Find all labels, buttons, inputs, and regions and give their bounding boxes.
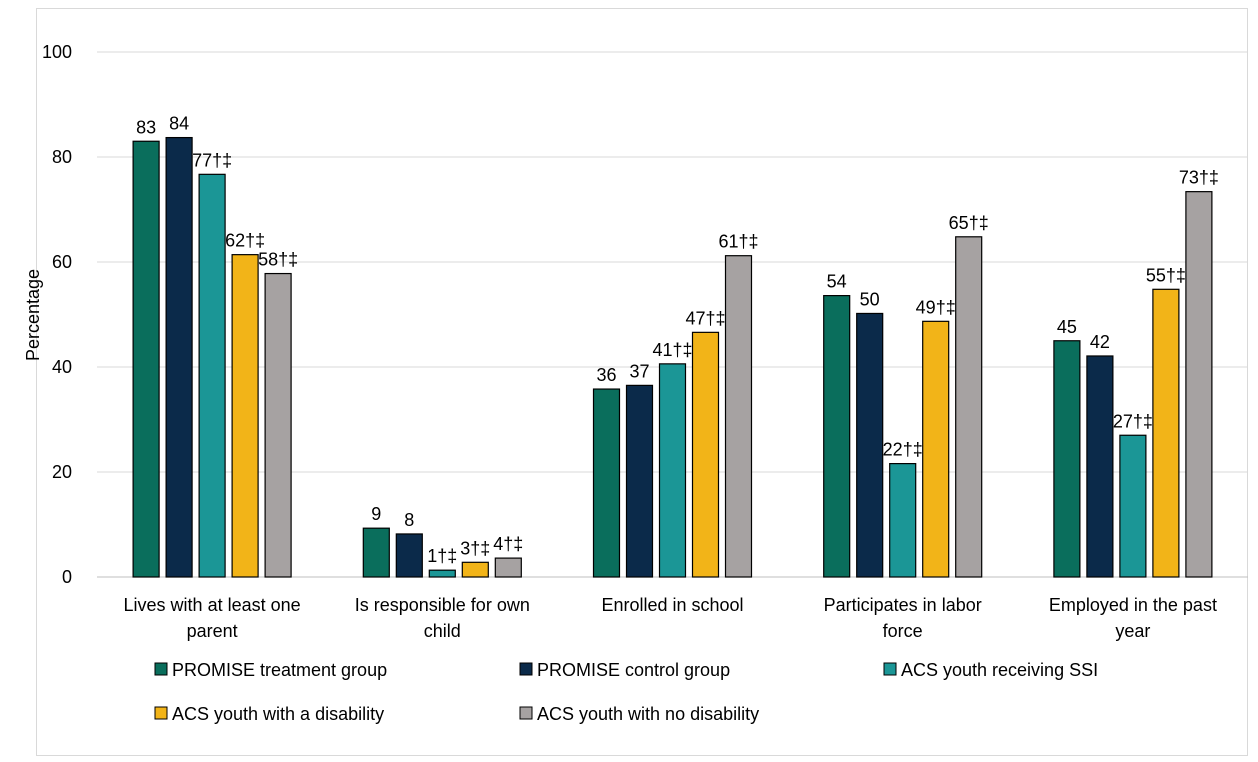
legend: PROMISE treatment group PROMISE control g… [154,660,1098,724]
data-label: 50 [860,289,880,309]
bar [1119,434,1147,578]
data-label: 36 [596,365,616,385]
bar [724,255,753,578]
data-label: 62†‡ [225,231,265,251]
legend-label: ACS youth receiving SSI [901,660,1098,680]
data-label: 83 [136,117,156,137]
data-label: 58†‡ [258,250,298,270]
category-label: Enrolled in school [601,595,743,615]
category-label: year [1115,621,1150,641]
bar [165,136,193,578]
data-label: 65†‡ [949,213,989,233]
y-tick-label: 20 [52,462,72,482]
y-tick-label: 80 [52,147,72,167]
data-label: 73†‡ [1179,168,1219,188]
data-label: 77†‡ [192,150,232,170]
bar [856,312,884,578]
data-label: 1†‡ [427,546,457,566]
data-label: 61†‡ [718,232,758,252]
category-label: force [883,621,923,641]
category-label: parent [187,621,238,641]
bars [132,136,1213,578]
bar [494,557,522,578]
bar [625,384,654,578]
data-label: 9 [371,504,381,524]
data-label: 22†‡ [883,440,923,460]
category-labels: Lives with at least one parent Is responsi… [124,595,1217,641]
y-axis-label: Percentage [23,269,43,361]
legend-item: PROMISE treatment group [154,660,387,680]
bar [1185,191,1213,578]
bar [198,173,226,578]
y-tick-label: 60 [52,252,72,272]
data-label: 47†‡ [685,308,725,328]
bar [132,140,160,578]
legend-swatch [519,706,533,720]
legend-item: ACS youth with no disability [519,704,759,724]
y-tick-label: 100 [42,42,72,62]
legend-label: ACS youth with no disability [537,704,759,724]
bar [922,320,950,578]
category-label: Employed in the past [1049,595,1217,615]
data-label: 4†‡ [493,534,523,554]
bar [264,272,292,578]
data-label: 42 [1090,332,1110,352]
bar [823,295,851,578]
data-label: 84 [169,114,189,134]
legend-swatch [154,662,168,676]
legend-item: PROMISE control group [519,660,730,680]
data-label: 55†‡ [1146,265,1186,285]
chart-frame [36,8,1248,756]
bar [955,236,983,578]
bar [395,533,423,578]
data-label: 49†‡ [916,297,956,317]
legend-swatch [154,706,168,720]
bar [362,527,390,578]
category-label: Participates in labor [824,595,982,615]
bar [1152,288,1180,578]
legend-label: PROMISE control group [537,660,730,680]
data-label: 41†‡ [652,340,692,360]
category-label: Is responsible for own [355,595,530,615]
bar [428,569,456,578]
bar [461,561,489,578]
bar [592,388,621,578]
category-label: Lives with at least one [124,595,301,615]
data-label: 37 [629,361,649,381]
legend-label: PROMISE treatment group [172,660,387,680]
y-tick-label: 40 [52,357,72,377]
legend-label: ACS youth with a disability [172,704,384,724]
data-label: 45 [1057,317,1077,337]
y-axis-ticks: 0 20 40 60 80 100 [42,42,72,587]
data-label: 54 [827,272,847,292]
legend-swatch [883,662,897,676]
legend-swatch [519,662,533,676]
bar [231,254,259,578]
bar [889,463,917,578]
category-label: child [424,621,461,641]
bar [691,331,720,578]
bar [1053,340,1081,578]
data-label: 8 [404,510,414,530]
data-label: 3†‡ [460,538,490,558]
data-label: 27†‡ [1113,411,1153,431]
legend-item: ACS youth with a disability [154,704,384,724]
legend-item: ACS youth receiving SSI [883,660,1098,680]
bar [1086,355,1114,578]
bar [658,363,687,578]
y-tick-label: 0 [62,567,72,587]
